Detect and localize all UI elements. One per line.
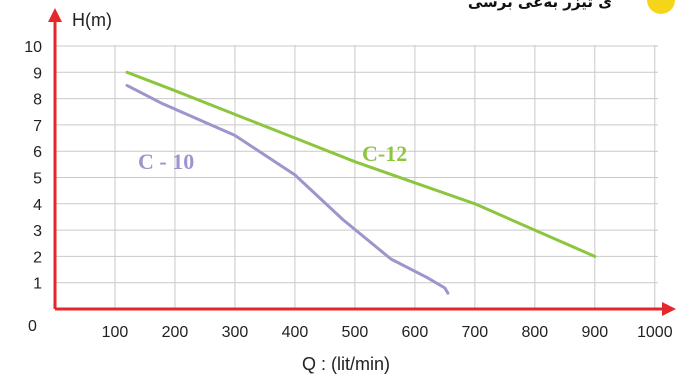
y-tick-label-1: 1 bbox=[33, 276, 42, 293]
x-tick-label-800: 800 bbox=[521, 324, 548, 341]
x-tick-label-700: 700 bbox=[462, 324, 489, 341]
series-lines bbox=[125, 70, 597, 295]
x-tick-label-300: 300 bbox=[222, 324, 249, 341]
y-tick-label-6: 6 bbox=[33, 144, 42, 161]
y-tick-label-7: 7 bbox=[33, 118, 42, 135]
axes bbox=[48, 8, 676, 316]
y-tick-label-9: 9 bbox=[33, 65, 42, 82]
x-tick-label-900: 900 bbox=[581, 324, 608, 341]
x-tick-label-600: 600 bbox=[402, 324, 429, 341]
header-text: ی تیزر به‌عی برسی bbox=[468, 0, 612, 11]
x-tick-label-500: 500 bbox=[342, 324, 369, 341]
y-tick-label-8: 8 bbox=[33, 92, 42, 109]
x-axis-title: Q : (lit/min) bbox=[302, 354, 390, 374]
y-tick-label-4: 4 bbox=[33, 197, 42, 214]
x-tick-label-200: 200 bbox=[162, 324, 189, 341]
header-badge bbox=[647, 0, 675, 14]
y-tick-label-5: 5 bbox=[33, 171, 42, 188]
tick-labels: 1 2 3 4 5 6 7 8 9 10 100 200 300 400 500 600 700 800 900 10… bbox=[24, 39, 672, 341]
grid bbox=[55, 45, 658, 309]
series-line-c-10 bbox=[125, 83, 450, 295]
x-axis-arrow bbox=[662, 302, 676, 316]
series-label-c10: C - 10 bbox=[138, 149, 194, 174]
series-line-c-12 bbox=[125, 70, 597, 258]
x-tick-label-100: 100 bbox=[102, 324, 129, 341]
y-axis-title: H(m) bbox=[72, 10, 112, 30]
x-tick-label-400: 400 bbox=[282, 324, 309, 341]
y-tick-label-10: 10 bbox=[24, 39, 42, 56]
origin-label: 0 bbox=[28, 318, 37, 335]
y-tick-label-3: 3 bbox=[33, 223, 42, 240]
x-tick-label-1000: 1000 bbox=[637, 324, 673, 341]
y-tick-label-2: 2 bbox=[33, 249, 42, 266]
y-axis-arrow bbox=[48, 8, 62, 22]
series-label-c12: C-12 bbox=[362, 141, 407, 166]
